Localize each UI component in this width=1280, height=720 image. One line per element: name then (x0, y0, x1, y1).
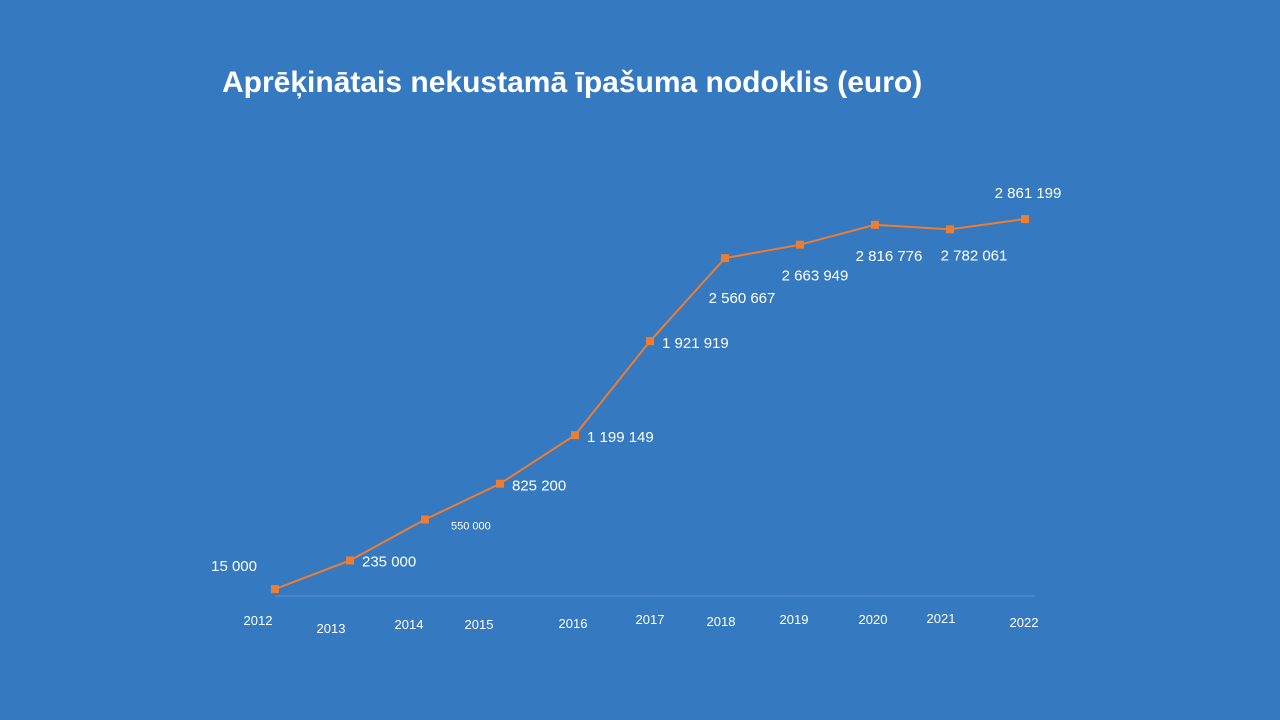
chart-title: Aprēķinātais nekustamā īpašuma nodoklis … (222, 66, 923, 99)
x-tick-label-2020: 2020 (859, 612, 888, 627)
data-label-2015: 825 200 (512, 478, 566, 495)
x-tick-label-2019: 2019 (780, 612, 809, 627)
data-point-2012 (271, 585, 279, 594)
data-label-2022: 2 861 199 (995, 185, 1062, 202)
x-tick-label-2013: 2013 (317, 621, 346, 636)
data-label-2018: 2 560 667 (709, 290, 776, 307)
data-label-2020: 2 816 776 (856, 248, 923, 265)
x-tick-label-2015: 2015 (465, 617, 494, 632)
data-point-2018 (721, 254, 729, 263)
data-point-2015 (496, 479, 504, 488)
data-point-2013 (346, 556, 354, 565)
data-label-2016: 1 199 149 (587, 429, 654, 446)
data-point-2017 (646, 337, 654, 346)
x-tick-label-2022: 2022 (1010, 615, 1039, 630)
data-point-2022 (1021, 215, 1029, 224)
data-label-2017: 1 921 919 (662, 335, 729, 352)
x-tick-label-2018: 2018 (707, 614, 736, 629)
x-tick-label-2012: 2012 (244, 613, 273, 628)
series-line (274, 218, 1026, 590)
data-point-2019 (796, 240, 804, 249)
data-label-2019: 2 663 949 (782, 268, 849, 285)
data-label-2012: 15 000 (211, 558, 257, 575)
data-label-2013: 235 000 (362, 553, 416, 570)
x-tick-label-2016: 2016 (559, 616, 588, 631)
data-point-2021 (946, 225, 954, 234)
x-tick-label-2021: 2021 (927, 611, 956, 626)
data-point-2016 (571, 431, 579, 440)
data-label-2021: 2 782 061 (941, 247, 1008, 264)
data-label-2014: 550 000 (451, 521, 491, 533)
data-point-2020 (871, 220, 879, 229)
data-point-2014 (421, 515, 429, 524)
x-tick-label-2017: 2017 (636, 612, 665, 627)
x-tick-label-2014: 2014 (395, 617, 424, 632)
